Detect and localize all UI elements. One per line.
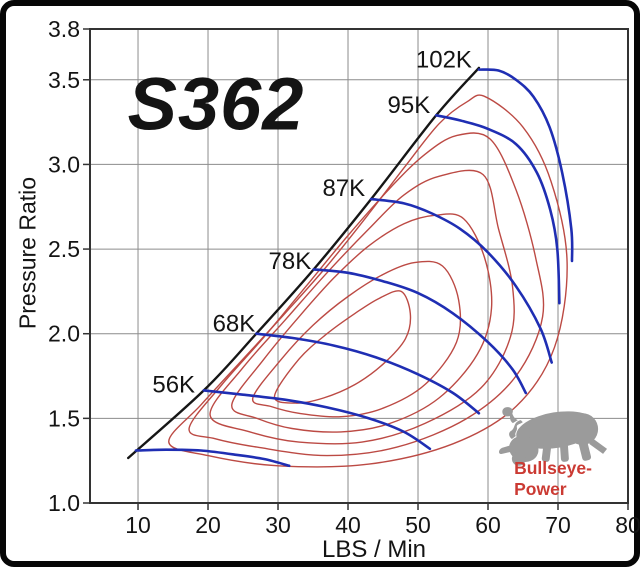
speed-lines xyxy=(134,68,574,468)
speed-line-95K xyxy=(434,114,561,305)
bull-shapes xyxy=(498,407,608,466)
y-tick-label: 3.5 xyxy=(48,67,80,93)
efficiency-island xyxy=(273,290,412,404)
x-tick-label: 50 xyxy=(405,512,431,538)
speed-line-78K xyxy=(312,268,528,395)
speed-line-102K xyxy=(477,68,574,263)
brand-name: Bullseye-Power xyxy=(514,458,592,499)
y-tick-label: 1.0 xyxy=(48,490,80,516)
x-tick-label: 40 xyxy=(335,512,361,538)
brand-logo: Bullseye-Power xyxy=(493,402,619,499)
speed-line-low xyxy=(134,448,291,468)
y-tick-label: 1.5 xyxy=(48,405,80,431)
speed-line-87K xyxy=(369,197,553,364)
y-tick-label: 2.0 xyxy=(48,321,80,347)
speed-line-68K xyxy=(255,332,481,415)
y-tick-label: 2.5 xyxy=(48,236,80,262)
bull-icon xyxy=(498,407,608,466)
efficiency-island xyxy=(168,94,568,468)
efficiency-island xyxy=(252,260,462,418)
x-tick-label: 20 xyxy=(195,512,221,538)
plot-border xyxy=(89,28,629,504)
speed-label-68K: 68K xyxy=(213,311,256,338)
x-tick-label: 70 xyxy=(545,512,571,538)
speed-label-56K: 56K xyxy=(152,372,195,399)
speed-label-87K: 87K xyxy=(322,175,365,202)
y-tick-label: 3.0 xyxy=(48,151,80,177)
efficiency-island xyxy=(209,169,515,445)
axis-ticks xyxy=(83,28,629,510)
speed-label-102K: 102K xyxy=(416,46,472,73)
speed-line-56K xyxy=(202,389,432,451)
y-tick-label: 3.8 xyxy=(48,16,80,42)
x-tick-label: 60 xyxy=(475,512,501,538)
speed-label-78K: 78K xyxy=(269,248,312,275)
x-tick-label: 10 xyxy=(125,512,151,538)
x-tick-label: 30 xyxy=(265,512,291,538)
efficiency-islands xyxy=(168,94,568,468)
speed-label-95K: 95K xyxy=(388,92,431,119)
grid-lines xyxy=(90,29,628,503)
efficiency-island xyxy=(188,132,545,457)
compressor-map-chart: 10 20 30 40 50 60 70 80 1.0 1.5 2.0 2.5 3.0 3.5 3.8 56K… xyxy=(48,16,640,538)
x-tick-label: 80 xyxy=(615,512,640,538)
efficiency-island xyxy=(231,213,493,433)
